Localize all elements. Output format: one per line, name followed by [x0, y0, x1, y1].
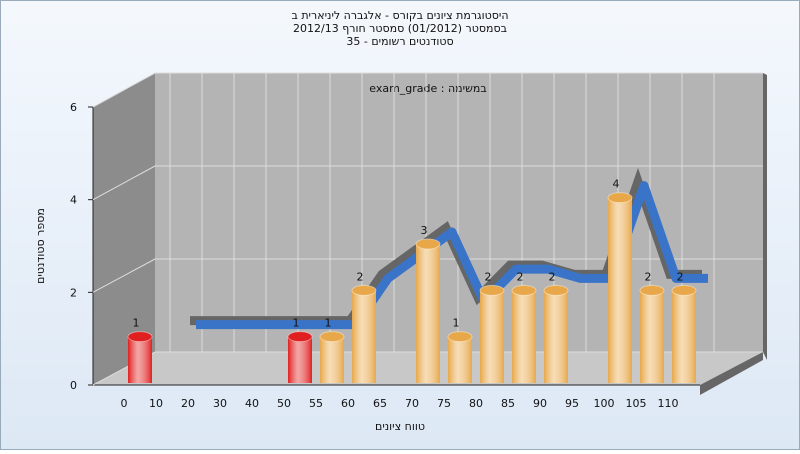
subtitle: סטודנטים רשומים - 35 — [346, 35, 453, 48]
bar-top — [607, 192, 633, 204]
bar-group — [511, 284, 537, 383]
x-tick-label: 60 — [341, 397, 355, 410]
bar-shine — [512, 290, 536, 383]
left-wall — [93, 73, 155, 385]
wall-edge — [763, 73, 767, 360]
bar-shine — [320, 336, 344, 383]
x-tick-label: 20 — [181, 397, 195, 410]
bar-group — [671, 284, 697, 383]
bar-top — [351, 284, 377, 296]
value-label: 1 — [453, 317, 460, 330]
chart-title: היסטוגרמת ציונים בקורס - אלגברה ליניארית… — [291, 9, 508, 22]
bar-group — [543, 284, 569, 383]
bar-shine — [352, 290, 376, 383]
bar-top — [415, 238, 441, 250]
x-tick-label: 85 — [501, 397, 515, 410]
bar-group — [479, 284, 505, 383]
bar-group — [447, 331, 473, 383]
value-label: 4 — [613, 178, 620, 191]
value-label: 2 — [485, 270, 492, 283]
bar-shine — [416, 244, 440, 383]
x-tick-label: 55 — [309, 397, 323, 410]
x-tick-label: 90 — [533, 397, 547, 410]
bar-top — [639, 284, 665, 296]
bar-top — [127, 331, 153, 343]
bar-shine — [288, 336, 312, 383]
bar-group — [607, 192, 633, 383]
x-tick-label: 75 — [437, 397, 451, 410]
bar-shine — [448, 336, 472, 383]
value-label: 1 — [133, 317, 140, 330]
bar-shine — [608, 197, 632, 383]
bar-shine — [128, 336, 152, 383]
y-tick-label: 0 — [70, 379, 77, 392]
value-label: 2 — [645, 270, 652, 283]
bar-group — [287, 331, 313, 383]
x-tick-label: 105 — [626, 397, 647, 410]
value-label: 3 — [421, 224, 428, 237]
x-tick-label: 110 — [658, 397, 679, 410]
y-tick-label: 6 — [70, 101, 77, 114]
x-tick-label: 100 — [594, 397, 615, 410]
grid-line — [92, 72, 156, 108]
x-tick-label: 0 — [121, 397, 128, 410]
bar-shine — [672, 290, 696, 383]
bar-top — [447, 331, 473, 343]
bar-top — [543, 284, 569, 296]
x-tick-label: 65 — [373, 397, 387, 410]
value-label: 2 — [517, 270, 524, 283]
x-tick-label: 10 — [149, 397, 163, 410]
subtitle: בסמסטר (01/2012) סמסטר חורף 2012/13 — [293, 22, 507, 35]
bar-top — [511, 284, 537, 296]
value-label: 2 — [677, 270, 684, 283]
bar-group — [127, 331, 153, 383]
y-tick-label: 4 — [70, 194, 77, 207]
bar-group — [639, 284, 665, 383]
bar-top — [287, 331, 313, 343]
value-label: 2 — [549, 270, 556, 283]
bar-shine — [480, 290, 504, 383]
back-wall — [155, 73, 763, 352]
value-label: 1 — [293, 317, 300, 330]
annotation: exam_grade : במשימה — [369, 82, 487, 95]
y-tick-label: 2 — [70, 286, 77, 299]
grid-line — [92, 258, 156, 293]
value-label: 2 — [357, 270, 364, 283]
bar-top — [479, 284, 505, 296]
x-tick-label: 95 — [565, 397, 579, 410]
bar-shine — [640, 290, 664, 383]
bar-shine — [544, 290, 568, 383]
bar-top — [319, 331, 345, 343]
bar-group — [319, 331, 345, 383]
grid-line — [92, 165, 156, 201]
x-tick-label: 30 — [213, 397, 227, 410]
x-tick-label: 40 — [245, 397, 259, 410]
x-tick-label: 50 — [277, 397, 291, 410]
y-axis-label: מספר סטודנטים — [34, 208, 47, 284]
value-label: 1 — [325, 317, 332, 330]
bar-group — [415, 238, 441, 383]
x-tick-label: 70 — [405, 397, 419, 410]
bar-top — [671, 284, 697, 296]
x-axis-label: טווח ציונים — [375, 420, 425, 433]
x-tick-label: 80 — [469, 397, 483, 410]
bar-group — [351, 284, 377, 383]
floor-edge — [700, 352, 763, 395]
